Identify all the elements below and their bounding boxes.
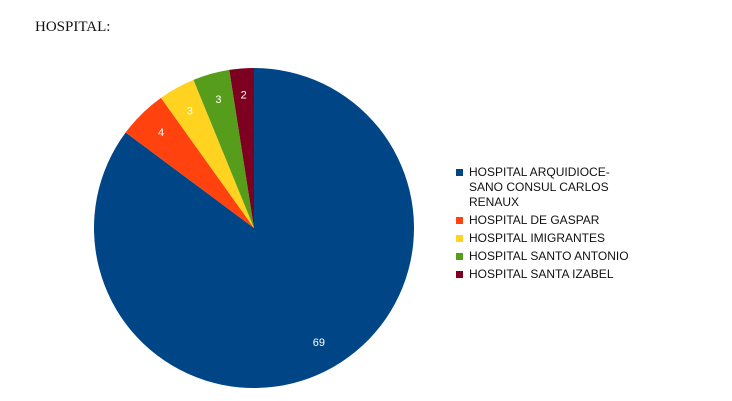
legend-label: HOSPITAL DE GASPAR: [469, 213, 600, 227]
pie-slice-2: [160, 79, 254, 229]
legend-item-2: HOSPITAL IMIGRANTES: [456, 231, 686, 246]
pie-slice-1: [125, 97, 255, 228]
legend-item-1: HOSPITAL DE GASPAR: [456, 213, 686, 228]
chart-title: HOSPITAL:: [35, 19, 111, 35]
legend-item-4: HOSPITAL SANTA IZABEL: [456, 267, 686, 282]
slice-value-label-4: 2: [241, 90, 247, 102]
slice-value-label-1: 4: [158, 127, 164, 139]
legend-item-3: HOSPITAL SANTO ANTONIO: [456, 249, 686, 264]
legend-label: HOSPITAL SANTO ANTONIO: [469, 249, 629, 263]
slice-value-label-2: 3: [187, 106, 193, 118]
legend-swatch: [456, 217, 463, 224]
slice-value-label-3: 3: [215, 94, 221, 106]
legend-label: HOSPITAL ARQUIDIOCE- SANO CONSUL CARLOS …: [469, 165, 610, 209]
legend: HOSPITAL ARQUIDIOCE- SANO CONSUL CARLOS …: [456, 165, 686, 285]
legend-item-0: HOSPITAL ARQUIDIOCE- SANO CONSUL CARLOS …: [456, 165, 686, 210]
pie-slice-0: [93, 68, 414, 388]
pie-slice-3: [193, 69, 254, 228]
slice-value-label-0: 69: [313, 337, 325, 349]
legend-label: HOSPITAL IMIGRANTES: [469, 231, 606, 245]
legend-swatch: [456, 253, 463, 260]
legend-label: HOSPITAL SANTA IZABEL: [469, 267, 614, 281]
pie-slice-4: [229, 68, 254, 228]
legend-swatch: [456, 169, 463, 176]
legend-swatch: [456, 271, 463, 278]
legend-swatch: [456, 235, 463, 242]
